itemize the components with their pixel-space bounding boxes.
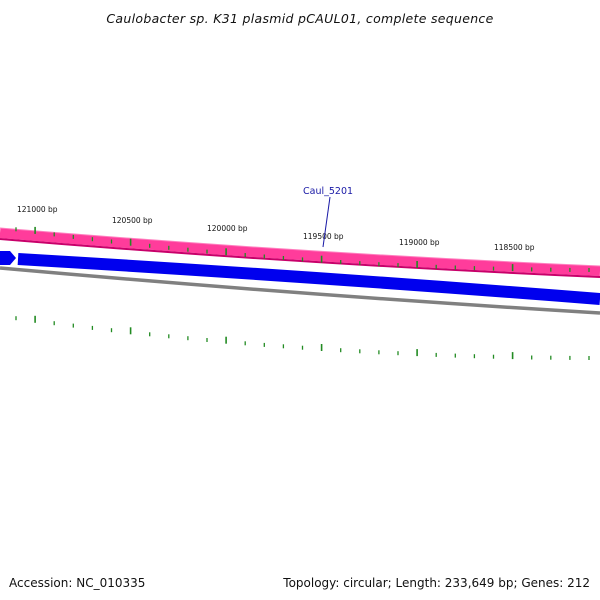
backbone-line <box>0 266 600 315</box>
accession-text: Accession: NC_010335 <box>9 576 146 590</box>
gene-arrow-left[interactable] <box>0 251 16 265</box>
gene-caul-5201[interactable] <box>17 253 600 305</box>
position-label-121000: 121000 bp <box>17 205 58 214</box>
map-title: Caulobacter sp. K31 plasmid pCAUL01, com… <box>106 11 494 26</box>
inner-tick-marks <box>15 315 590 360</box>
outer-feature-band-edge <box>0 238 600 278</box>
position-label-118500: 118500 bp <box>494 243 535 252</box>
gene-label-leader <box>322 196 331 248</box>
position-label-120000: 120000 bp <box>207 224 248 233</box>
gene-label-caul-5201[interactable]: Caul_5201 <box>303 186 353 197</box>
sequence-summary: Topology: circular; Length: 233,649 bp; … <box>283 576 590 590</box>
outer-feature-band-top-edge <box>0 227 600 267</box>
position-label-119500: 119500 bp <box>303 232 344 241</box>
position-label-120500: 120500 bp <box>112 216 153 225</box>
outer-feature-band <box>0 228 600 276</box>
position-label-119000: 119000 bp <box>399 238 440 247</box>
outer-tick-marks <box>15 226 590 272</box>
